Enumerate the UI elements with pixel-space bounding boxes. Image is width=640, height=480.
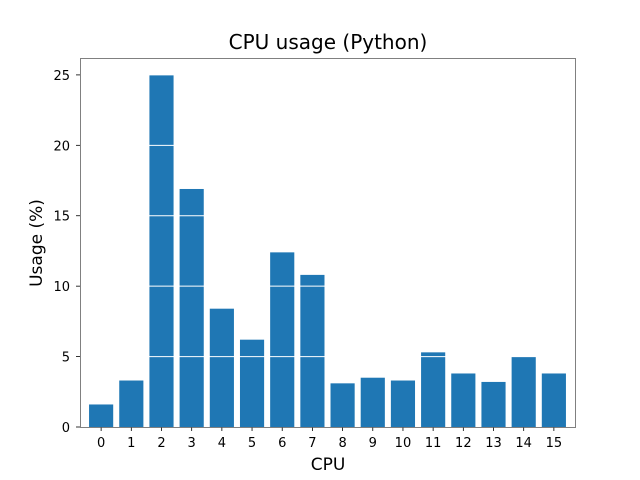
- bar-cpu-0: [89, 404, 114, 427]
- x-tick-label: 9: [369, 436, 377, 451]
- chart-title: CPU usage (Python): [229, 30, 428, 54]
- bar-cpu-7: [300, 274, 325, 427]
- x-tick-label: 12: [455, 436, 472, 451]
- bar-cpu-1: [119, 380, 144, 427]
- y-tick-label: 5: [62, 351, 70, 366]
- bar-cpu-12: [451, 373, 476, 427]
- bars-group: [89, 74, 566, 428]
- x-axis-label: CPU: [311, 455, 346, 475]
- bar-cpu-11: [421, 352, 446, 427]
- bar-cpu-8: [330, 383, 355, 427]
- x-tick-label: 10: [395, 436, 412, 451]
- y-gridlines: [80, 74, 575, 358]
- x-axis-ticks: 0 1 2 3 4 5 6 7 8 9 10 11 12 13 14 15: [97, 427, 563, 451]
- y-tick-label: 0: [62, 421, 70, 436]
- x-tick-label: 6: [278, 436, 286, 451]
- y-tick-label: 15: [53, 210, 70, 225]
- x-tick-label: 7: [308, 436, 316, 451]
- x-tick-label: 15: [546, 436, 563, 451]
- y-axis-label: Usage (%): [27, 199, 47, 287]
- y-tick-label: 25: [53, 69, 70, 84]
- x-tick-label: 1: [127, 436, 135, 451]
- x-tick-label: 13: [485, 436, 502, 451]
- bar-cpu-14: [511, 356, 536, 427]
- bar-cpu-9: [360, 377, 385, 427]
- y-axis-ticks: 0 5 10 15 20 25: [53, 69, 80, 436]
- plot-frame: [80, 58, 576, 428]
- bar-cpu-2: [149, 74, 174, 428]
- y-tick-label: 10: [53, 280, 70, 295]
- x-tick-label: 2: [157, 436, 165, 451]
- bar-cpu-5: [239, 339, 265, 427]
- x-tick-label: 5: [248, 436, 256, 451]
- bar-cpu-15: [541, 373, 566, 427]
- y-tick-label: 20: [53, 139, 70, 154]
- x-tick-label: 0: [97, 436, 105, 451]
- bar-cpu-4: [209, 308, 234, 427]
- x-tick-label: 8: [338, 436, 346, 451]
- x-tick-label: 11: [425, 436, 442, 451]
- x-tick-label: 3: [188, 436, 196, 451]
- bar-cpu-13: [481, 381, 506, 427]
- x-tick-label: 4: [218, 436, 226, 451]
- bar-cpu-6: [270, 252, 295, 427]
- bar-cpu-3: [179, 188, 204, 427]
- bar-cpu-10: [390, 380, 416, 427]
- x-tick-label: 14: [515, 436, 532, 451]
